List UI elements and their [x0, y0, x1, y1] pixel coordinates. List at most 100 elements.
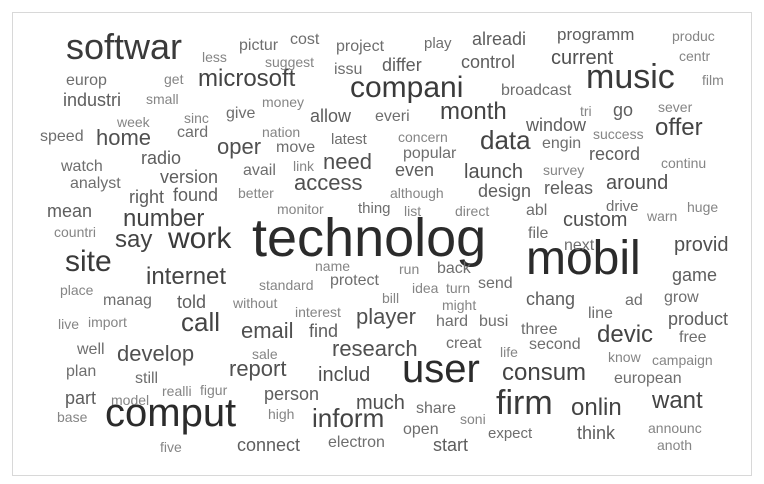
word-name: name: [315, 258, 351, 275]
word-cloud-frame: [12, 12, 752, 476]
word-grow: grow: [664, 288, 699, 306]
word-develop: develop: [117, 340, 195, 366]
word-warn: warn: [647, 208, 678, 225]
word-drive: drive: [606, 198, 639, 216]
word-interest: interest: [295, 304, 341, 321]
word-nation: nation: [262, 124, 301, 141]
word-softwar: softwar: [66, 25, 183, 67]
word-sinc: sinc: [184, 110, 209, 127]
word-move: move: [276, 138, 316, 156]
word-centr: centr: [679, 48, 711, 65]
word-back: back: [437, 259, 471, 277]
word-provid: provid: [674, 234, 729, 257]
word-get: get: [164, 71, 184, 88]
word-find: find: [309, 320, 339, 341]
word-start: start: [433, 434, 469, 455]
word-microsoft: microsoft: [198, 65, 296, 93]
word-technolog: technolog: [252, 207, 487, 268]
word-pictur: pictur: [239, 36, 279, 54]
word-five: five: [160, 439, 182, 456]
word-still: still: [135, 369, 159, 387]
word-money: money: [262, 94, 305, 111]
word-turn: turn: [446, 280, 471, 297]
word-radio: radio: [141, 147, 182, 168]
word-open: open: [403, 420, 439, 438]
word-part: part: [65, 387, 97, 408]
word-custom: custom: [563, 209, 628, 232]
word-bill: bill: [382, 290, 400, 307]
word-import: import: [88, 314, 127, 331]
word-line: line: [588, 304, 613, 322]
word-know: know: [608, 349, 641, 366]
word-issu: issu: [334, 60, 363, 78]
word-work: work: [168, 221, 232, 255]
word-file: file: [528, 224, 549, 242]
word-around: around: [606, 172, 669, 195]
word-comput: comput: [105, 390, 237, 435]
word-announc: announc: [648, 420, 702, 437]
word-connect: connect: [237, 434, 301, 455]
word-huge: huge: [687, 199, 719, 216]
word-abl: abl: [526, 201, 548, 219]
word-alreadi: alreadi: [472, 28, 527, 49]
word-second: second: [529, 335, 581, 353]
word-place: place: [60, 282, 94, 299]
word-continu: continu: [661, 155, 707, 172]
word-link: link: [293, 158, 315, 175]
word-project: project: [336, 37, 385, 55]
word-sale: sale: [252, 346, 278, 363]
word-send: send: [478, 274, 513, 292]
word-person: person: [264, 383, 320, 404]
word-oper: oper: [217, 133, 262, 159]
word-although: although: [390, 185, 444, 202]
word-electron: electron: [328, 433, 385, 451]
word-go: go: [613, 99, 634, 120]
word-soni: soni: [460, 411, 486, 428]
word-without: without: [233, 295, 278, 312]
word-concern: concern: [398, 129, 448, 146]
word-home: home: [96, 124, 152, 150]
word-plan: plan: [66, 362, 97, 380]
word-access: access: [294, 169, 363, 195]
word-speed: speed: [40, 127, 84, 145]
word-small: small: [146, 91, 179, 108]
word-busi: busi: [479, 312, 509, 330]
word-tri: tri: [580, 103, 592, 120]
word-hard: hard: [436, 312, 469, 330]
word-life: life: [500, 344, 518, 361]
word-industri: industri: [63, 89, 122, 110]
word-say: say: [115, 226, 153, 254]
word-play: play: [424, 35, 452, 53]
word-need: need: [323, 148, 372, 174]
word-campaign: campaign: [652, 352, 713, 369]
word-sever: sever: [658, 99, 693, 116]
word-report: report: [229, 355, 287, 381]
word-mean: mean: [47, 200, 93, 221]
word-chang: chang: [526, 288, 576, 309]
word-programm: programm: [557, 24, 635, 44]
word-told: told: [177, 291, 207, 312]
word-less: less: [202, 49, 227, 66]
word-popular: popular: [403, 144, 457, 162]
word-player: player: [356, 303, 416, 329]
word-engin: engin: [542, 134, 582, 152]
word-well: well: [77, 340, 105, 358]
word-might: might: [442, 297, 477, 314]
word-thing: thing: [358, 200, 391, 218]
word-site: site: [65, 244, 112, 278]
word-model: model: [111, 392, 150, 409]
word-realli: realli: [162, 383, 192, 400]
word-figur: figur: [200, 382, 228, 399]
word-standard: standard: [259, 277, 314, 294]
word-everi: everi: [375, 107, 410, 125]
word-launch: launch: [464, 161, 523, 184]
word-analyst: analyst: [70, 174, 121, 192]
word-window: window: [526, 114, 587, 135]
word-better: better: [238, 185, 274, 202]
word-broadcast: broadcast: [501, 81, 572, 99]
word-expect: expect: [488, 425, 533, 443]
word-music: music: [586, 58, 675, 97]
word-latest: latest: [331, 131, 367, 149]
word-direct: direct: [455, 203, 490, 220]
